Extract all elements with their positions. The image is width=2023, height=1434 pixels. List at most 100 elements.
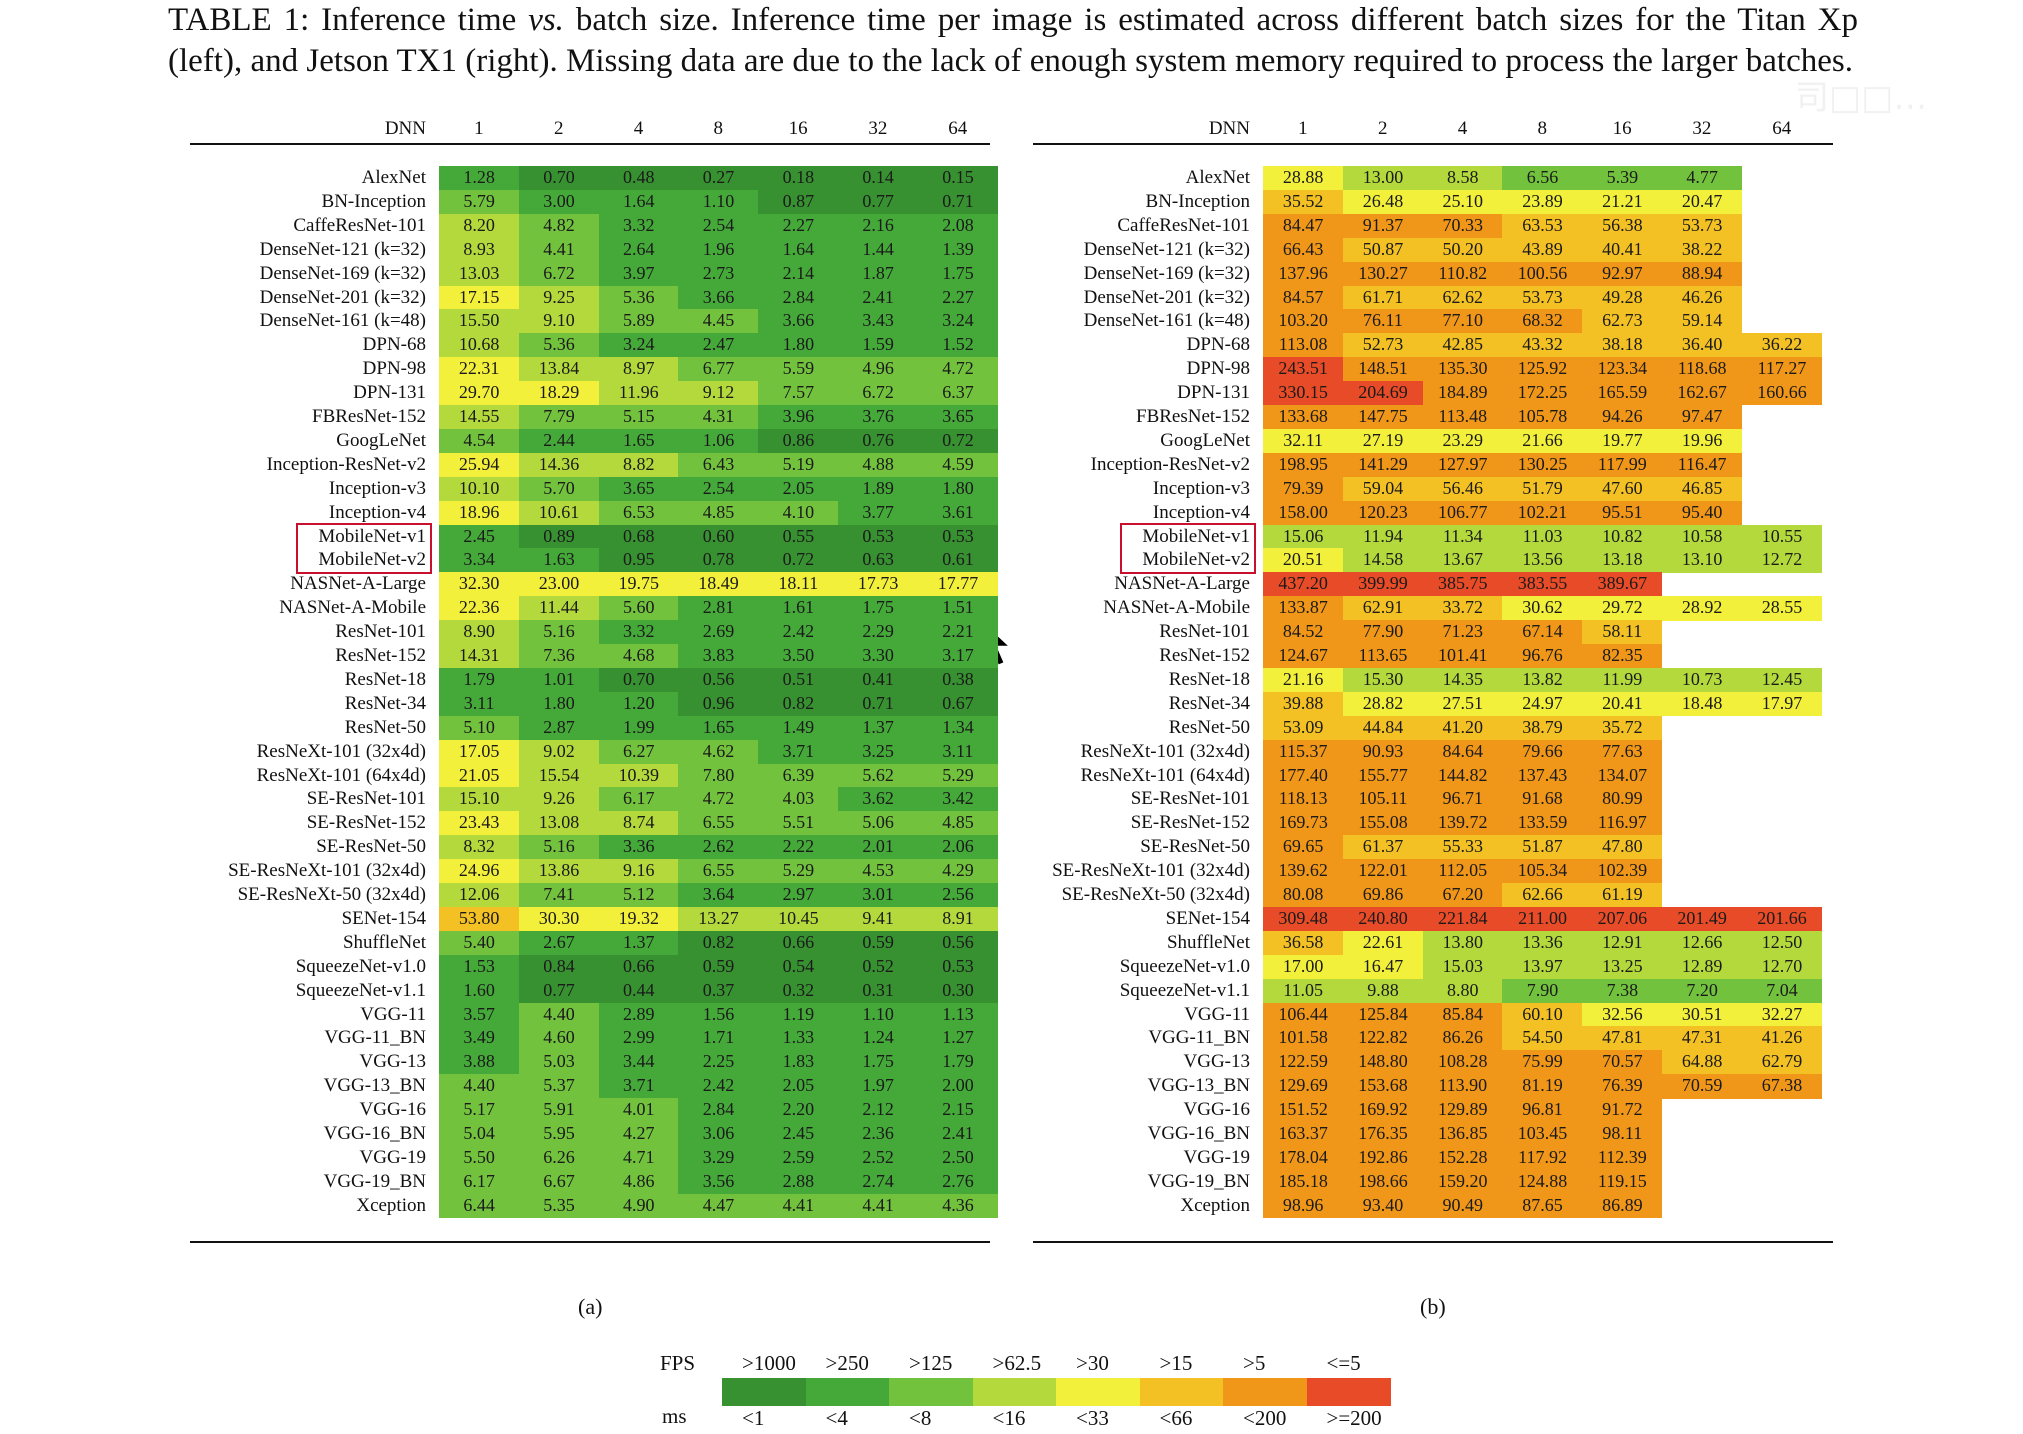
jetson-tx1-cell: 11.34: [1422, 524, 1503, 549]
jetson-tx1-cell: 113.08: [1263, 333, 1344, 358]
table-caption: TABLE 1: Inference time vs. batch size. …: [168, 0, 1858, 82]
titan-xp-cell: 0.59: [838, 930, 919, 956]
jetson-tx1-cell: 38.79: [1502, 715, 1583, 741]
titan-xp-top-rule: [190, 143, 990, 145]
titan-xp-cell: 8.74: [598, 811, 679, 836]
jetson-tx1-cell: 211.00: [1502, 906, 1583, 932]
jetson-tx1-row-label: ResNet-152: [1159, 645, 1250, 666]
titan-xp-row-label: SE-ResNet-152: [306, 812, 426, 834]
jetson-tx1-row-label: NASNet-A-Large: [1114, 573, 1250, 595]
titan-xp-cell: 32.30: [439, 572, 520, 597]
jetson-tx1-cell: 10.73: [1662, 667, 1743, 693]
legend-ms-label: <16: [992, 1406, 1026, 1430]
jetson-tx1-cell: 27.51: [1422, 691, 1503, 717]
titan-xp-cell: 1.51: [917, 596, 999, 621]
titan-xp-cell: 9.12: [678, 381, 759, 406]
titan-xp-cell: 4.71: [598, 1145, 679, 1171]
titan-xp-cell: 2.47: [678, 333, 759, 358]
titan-xp-row-label: DPN-131: [353, 382, 426, 404]
jetson-tx1-cell: 20.47: [1662, 189, 1743, 215]
titan-xp-cell: 3.83: [678, 644, 759, 669]
titan-xp-cell: 5.06: [838, 811, 919, 836]
titan-xp-cell: 22.31: [439, 357, 520, 382]
jetson-tx1-row-label: Inception-v3: [1152, 477, 1250, 499]
titan-xp-cell: 17.77: [917, 572, 999, 597]
titan-xp-cell: 6.67: [518, 1169, 600, 1195]
titan-xp-cell: 3.06: [678, 1122, 759, 1147]
titan-xp-row-label: DenseNet-169 (k=32): [259, 262, 426, 284]
jetson-tx1-cell: 147.75: [1342, 405, 1424, 430]
titan-xp-cell: 5.03: [518, 1050, 600, 1075]
jetson-tx1-cell: 15.06: [1263, 524, 1344, 549]
legend-swatch: [1223, 1378, 1307, 1406]
jetson-tx1-cell: 98.11: [1582, 1122, 1663, 1147]
titan-xp-cell: 5.36: [598, 285, 679, 310]
jetson-tx1-cell: 28.92: [1662, 596, 1743, 621]
titan-xp-cell: 15.54: [518, 763, 600, 788]
titan-xp-header-batch: 64: [948, 118, 968, 139]
jetson-tx1-cell: 16.47: [1342, 954, 1424, 980]
titan-xp-cell: 2.54: [678, 213, 759, 239]
jetson-tx1-cell: 41.20: [1422, 715, 1503, 741]
jetson-tx1-cell: 14.35: [1422, 667, 1503, 693]
jetson-tx1-row-label: DenseNet-169 (k=32): [1083, 262, 1250, 284]
jetson-tx1-cell: 10.58: [1662, 524, 1743, 549]
titan-xp-cell: 1.52: [917, 333, 999, 358]
jetson-tx1-cell: 49.28: [1582, 285, 1663, 310]
jetson-tx1-cell: 69.86: [1342, 883, 1424, 908]
jetson-tx1-cell: 38.22: [1662, 237, 1743, 263]
titan-xp-cell: 0.71: [917, 189, 999, 215]
jetson-tx1-cell: 113.48: [1422, 405, 1503, 430]
titan-xp-cell: 1.33: [758, 1026, 839, 1051]
jetson-tx1-cell: 169.73: [1263, 811, 1344, 836]
titan-xp-cell: 3.64: [678, 883, 759, 908]
jetson-tx1-cell: 84.64: [1422, 739, 1503, 764]
jetson-tx1-cell: 11.03: [1502, 524, 1583, 549]
titan-xp-cell: 4.47: [678, 1193, 759, 1219]
jetson-tx1-cell: 82.35: [1582, 644, 1663, 669]
titan-xp-cell: 11.44: [518, 596, 600, 621]
titan-xp-header-batch: 8: [713, 118, 724, 139]
titan-xp-cell: 3.34: [439, 548, 520, 573]
titan-xp-cell: 3.88: [439, 1050, 520, 1075]
titan-xp-cell: 1.79: [439, 667, 520, 693]
titan-xp-cell: 2.08: [917, 213, 999, 239]
jetson-tx1-cell: 12.91: [1582, 930, 1663, 956]
jetson-tx1-cell: 115.37: [1263, 739, 1344, 764]
titan-xp-cell: 0.87: [758, 189, 839, 215]
jetson-tx1-cell: 162.67: [1662, 381, 1743, 406]
titan-xp-cell: 1.01: [518, 667, 600, 693]
titan-xp-cell: 9.02: [518, 739, 600, 764]
jetson-tx1-cell: 172.25: [1502, 381, 1583, 406]
titan-xp-header-batch: 1: [474, 118, 484, 139]
jetson-tx1-cell: 96.76: [1502, 644, 1583, 669]
jetson-tx1-cell: 148.51: [1342, 357, 1424, 382]
titan-xp-cell: 2.99: [598, 1026, 679, 1051]
titan-xp-cell: 6.17: [439, 1169, 520, 1195]
jetson-tx1-cell: 44.84: [1342, 715, 1424, 741]
titan-xp-cell: 1.49: [758, 715, 839, 741]
jetson-tx1-cell: 60.10: [1502, 1002, 1583, 1027]
jetson-tx1-cell: 13.25: [1582, 954, 1663, 980]
jetson-tx1-cell: 122.82: [1342, 1026, 1424, 1051]
jetson-tx1-cell: 159.20: [1422, 1169, 1503, 1195]
jetson-tx1-cell: 27.19: [1342, 428, 1424, 454]
jetson-tx1-cell: 95.40: [1662, 500, 1743, 525]
titan-xp-header-batch: 16: [788, 118, 808, 139]
titan-xp-cell: 1.53: [439, 954, 520, 980]
jetson-tx1-cell: 38.18: [1582, 333, 1663, 358]
jetson-tx1-cell: 47.80: [1582, 835, 1663, 860]
titan-xp-cell: 1.80: [917, 476, 999, 502]
jetson-tx1-row-label: ResNet-18: [1168, 668, 1250, 690]
legend-ms-label: <66: [1159, 1406, 1193, 1430]
titan-xp-row-label: MobileNet-v2: [318, 549, 426, 571]
titan-xp-row-label: ResNet-18: [344, 668, 426, 690]
titan-xp-cell: 3.61: [917, 500, 999, 525]
jetson-tx1-cell: 86.89: [1582, 1193, 1663, 1219]
jetson-tx1-top-rule: [1033, 143, 1833, 145]
titan-xp-cell: 14.36: [518, 452, 600, 478]
titan-xp-cell: 5.70: [518, 476, 600, 502]
jetson-tx1-cell: 87.65: [1502, 1193, 1583, 1219]
jetson-tx1-cell: 139.72: [1422, 811, 1503, 836]
jetson-tx1-row-label: SE-ResNeXt-101 (32x4d): [1052, 860, 1250, 882]
